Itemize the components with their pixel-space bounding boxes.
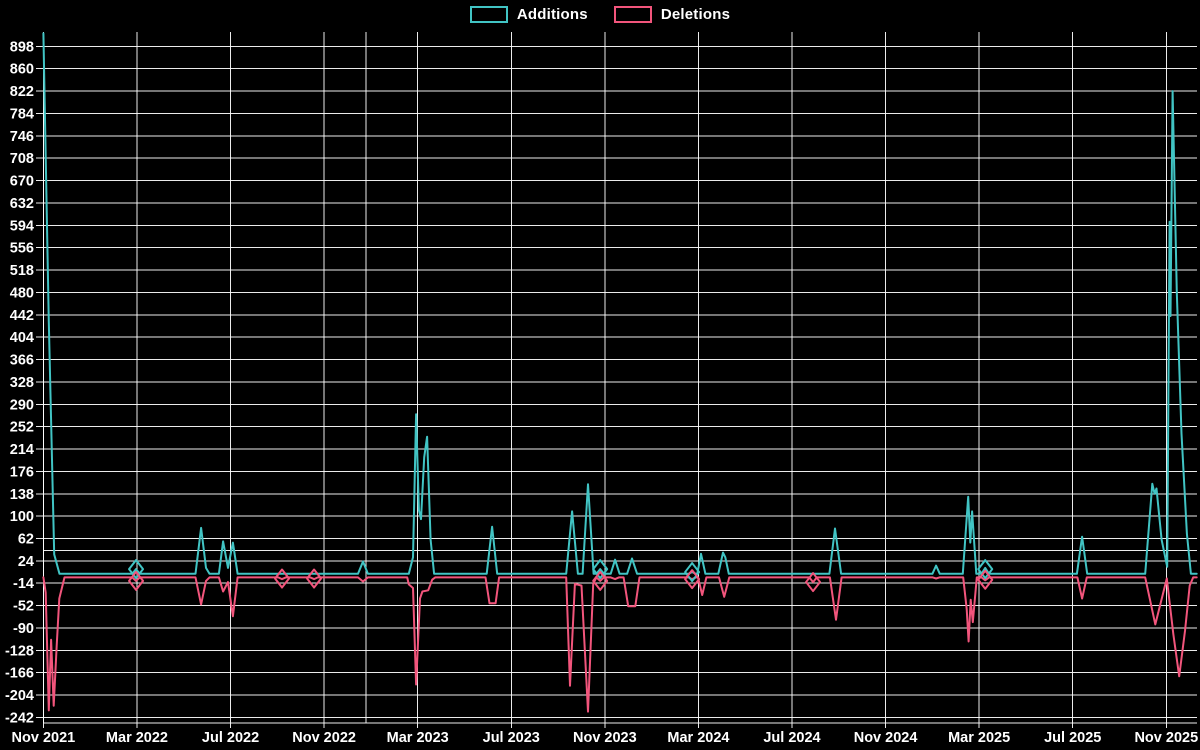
svg-text:860: 860	[10, 62, 34, 78]
svg-text:Nov 2022: Nov 2022	[292, 730, 356, 746]
svg-text:Nov 2023: Nov 2023	[573, 730, 637, 746]
svg-text:-52: -52	[13, 599, 34, 615]
svg-text:24: 24	[18, 554, 34, 570]
svg-text:328: 328	[10, 375, 34, 391]
svg-text:214: 214	[10, 442, 34, 458]
diamond-marker	[977, 569, 994, 590]
x-axis-labels: Nov 2021 Mar 2022 Jul 2022 Nov 2022 Mar 2023…	[12, 730, 1199, 746]
point-markers	[128, 559, 994, 593]
svg-text:442: 442	[10, 308, 34, 324]
svg-text:-128: -128	[5, 643, 34, 659]
diamond-marker	[128, 570, 145, 591]
svg-text:594: 594	[10, 218, 34, 234]
svg-text:-242: -242	[5, 710, 34, 726]
svg-text:480: 480	[10, 285, 34, 301]
svg-text:Jul 2023: Jul 2023	[483, 730, 540, 746]
svg-text:746: 746	[10, 129, 34, 145]
diamond-marker	[977, 559, 994, 580]
additions-swatch-icon	[469, 6, 508, 23]
svg-text:62: 62	[18, 532, 34, 548]
legend-label-deletions: Deletions	[660, 6, 731, 23]
svg-text:518: 518	[10, 263, 34, 279]
diamond-marker	[592, 559, 609, 580]
svg-text:290: 290	[10, 397, 34, 413]
svg-text:Jul 2024: Jul 2024	[763, 730, 820, 746]
svg-text:Jul 2025: Jul 2025	[1044, 730, 1101, 746]
svg-text:784: 784	[10, 106, 34, 122]
axis-lines	[36, 32, 1197, 728]
svg-text:Nov 2021: Nov 2021	[12, 730, 76, 746]
svg-text:Mar 2022: Mar 2022	[106, 730, 168, 746]
svg-text:Nov 2024: Nov 2024	[854, 730, 918, 746]
diamond-marker	[128, 559, 145, 580]
svg-text:670: 670	[10, 174, 34, 190]
additions-line	[42, 32, 1198, 575]
y-axis-labels: 898 860 822 784 746 708 670 632 594 556 518 480 442 4…	[5, 39, 34, 726]
diamond-marker	[274, 568, 291, 589]
svg-text:632: 632	[10, 196, 34, 212]
svg-text:138: 138	[10, 487, 34, 503]
chart-legend: Additions Deletions	[0, 6, 1200, 23]
svg-text:-14: -14	[13, 576, 34, 592]
svg-text:-166: -166	[5, 666, 34, 682]
legend-item-additions[interactable]: Additions	[469, 6, 588, 23]
diamond-marker	[805, 572, 822, 593]
data-series	[42, 32, 1198, 713]
legend-label-additions: Additions	[516, 6, 588, 23]
svg-text:708: 708	[10, 151, 34, 167]
cursor-crosshair	[43, 32, 1197, 723]
svg-text:404: 404	[10, 330, 34, 346]
diamond-marker	[306, 568, 323, 589]
diamond-marker	[684, 562, 701, 583]
svg-text:Nov 2025: Nov 2025	[1134, 730, 1198, 746]
svg-text:556: 556	[10, 241, 34, 257]
svg-text:366: 366	[10, 353, 34, 369]
deletions-line	[42, 576, 1198, 713]
svg-text:176: 176	[10, 464, 34, 480]
svg-text:-204: -204	[5, 688, 34, 704]
svg-text:Mar 2023: Mar 2023	[387, 730, 449, 746]
svg-text:898: 898	[10, 39, 34, 55]
svg-text:252: 252	[10, 420, 34, 436]
svg-text:Mar 2025: Mar 2025	[948, 730, 1010, 746]
svg-text:-90: -90	[13, 621, 34, 637]
diamond-marker	[684, 569, 701, 590]
diamond-marker	[592, 570, 609, 591]
svg-text:100: 100	[10, 509, 34, 525]
gridlines	[42, 32, 1197, 723]
deletions-swatch-icon	[613, 6, 652, 23]
svg-text:Jul 2022: Jul 2022	[202, 730, 259, 746]
svg-text:822: 822	[10, 84, 34, 100]
legend-item-deletions[interactable]: Deletions	[613, 6, 731, 23]
svg-text:Mar 2024: Mar 2024	[667, 730, 729, 746]
